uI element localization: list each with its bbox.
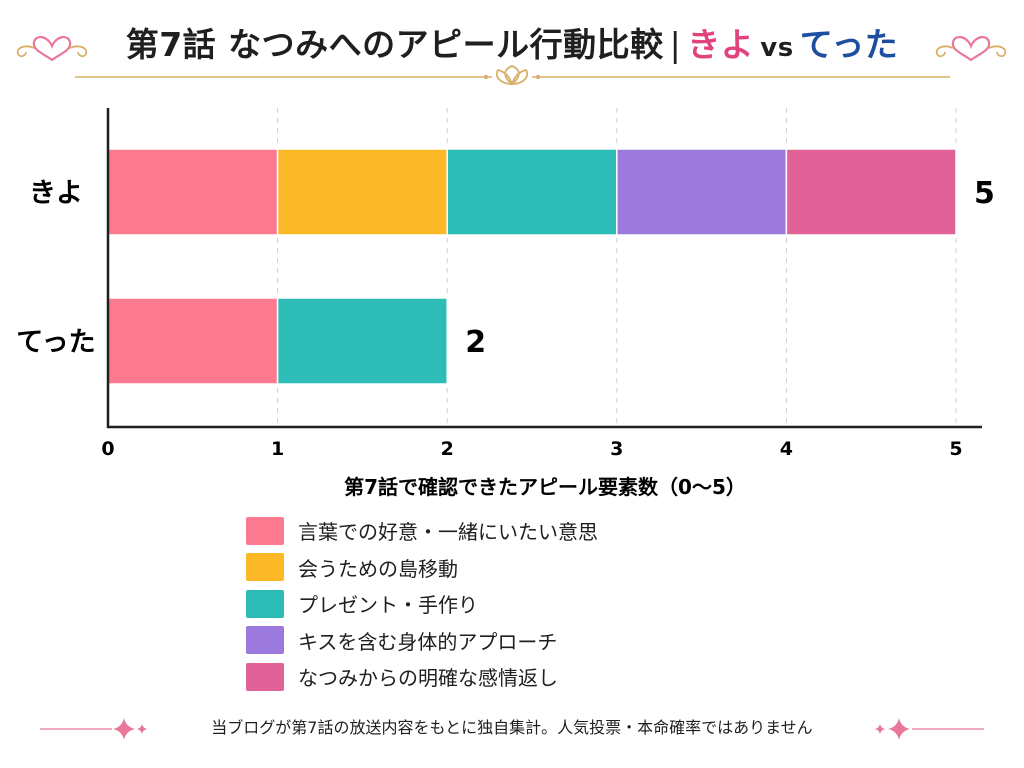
sparkle-right-small-icon (875, 724, 885, 734)
bar-segment (276, 297, 448, 385)
title-name-b: てった (799, 25, 899, 64)
flower-ornament-icon (495, 65, 529, 86)
x-tick-labels: 0 1 2 3 4 5 (101, 438, 962, 460)
bar-segment (785, 148, 957, 236)
legend-label: キスを含む身体的アプローチ (298, 629, 558, 654)
title-main: 第7話 なつみへのアピール行動比較 (125, 25, 664, 64)
x-tick-label: 0 (101, 438, 114, 460)
axes (106, 108, 982, 429)
x-tick-label: 3 (610, 438, 623, 460)
legend-item: キスを含む身体的アプローチ (246, 623, 598, 658)
heart-ornament-left-icon (16, 36, 88, 62)
legend-label: プレゼント・手作り (298, 593, 478, 617)
legend-label: 言葉での好意・一緒にいたい意思 (298, 520, 598, 544)
sparkle-left-small-icon (137, 724, 147, 734)
heart-ornament-right-icon (935, 36, 1007, 62)
x-tick-label: 5 (949, 438, 962, 460)
bar-segment (107, 148, 279, 236)
total-value-label: 2 (465, 325, 486, 360)
total-labels: 52 (465, 176, 995, 360)
chart-title: 第7話 なつみへのアピール行動比較 | きよ vs てった (0, 18, 1024, 66)
x-tick-label: 4 (780, 438, 793, 460)
legend-label: なつみからの明確な感情返し (298, 666, 558, 690)
legend-swatch (246, 589, 284, 618)
title-vs: vs (760, 33, 794, 63)
title-separator: | (669, 25, 682, 64)
bars (107, 148, 957, 385)
sparkle-right-large-icon (888, 718, 910, 740)
bar-segment (107, 297, 279, 385)
legend-swatch (246, 516, 284, 545)
x-axis-title: 第7話で確認できたアピール要素数（0〜5） (344, 475, 746, 499)
legend-item: プレゼント・手作り (246, 586, 598, 621)
bar-segment (616, 148, 788, 236)
legend-label: 会うための島移動 (298, 556, 458, 581)
bar-segment (276, 148, 448, 236)
sparkle-left-large-icon (113, 718, 135, 740)
legend-swatch (246, 662, 284, 691)
x-tick-label: 1 (271, 438, 284, 460)
title-divider (75, 74, 950, 80)
legend-item: 言葉での好意・一緒にいたい意思 (246, 513, 598, 548)
legend-item: 会うための島移動 (246, 550, 598, 585)
category-label: てった (16, 327, 95, 358)
legend-item: なつみからの明確な感情返し (246, 659, 598, 694)
title-name-a: きよ (687, 25, 755, 64)
legend: 言葉での好意・一緒にいたい意思 会うための島移動 プレゼント・手作りキスを含む身体的… (246, 513, 598, 696)
total-value-label: 5 (974, 176, 995, 211)
legend-swatch (246, 553, 284, 581)
category-label: きよ (29, 178, 83, 209)
x-tick-label: 2 (441, 438, 454, 460)
bar-segment (446, 148, 618, 236)
legend-swatch (246, 626, 284, 654)
footnote: 当ブログが第7話の放送内容をもとに独自集計。人気投票・本命確率ではありません (211, 718, 813, 737)
